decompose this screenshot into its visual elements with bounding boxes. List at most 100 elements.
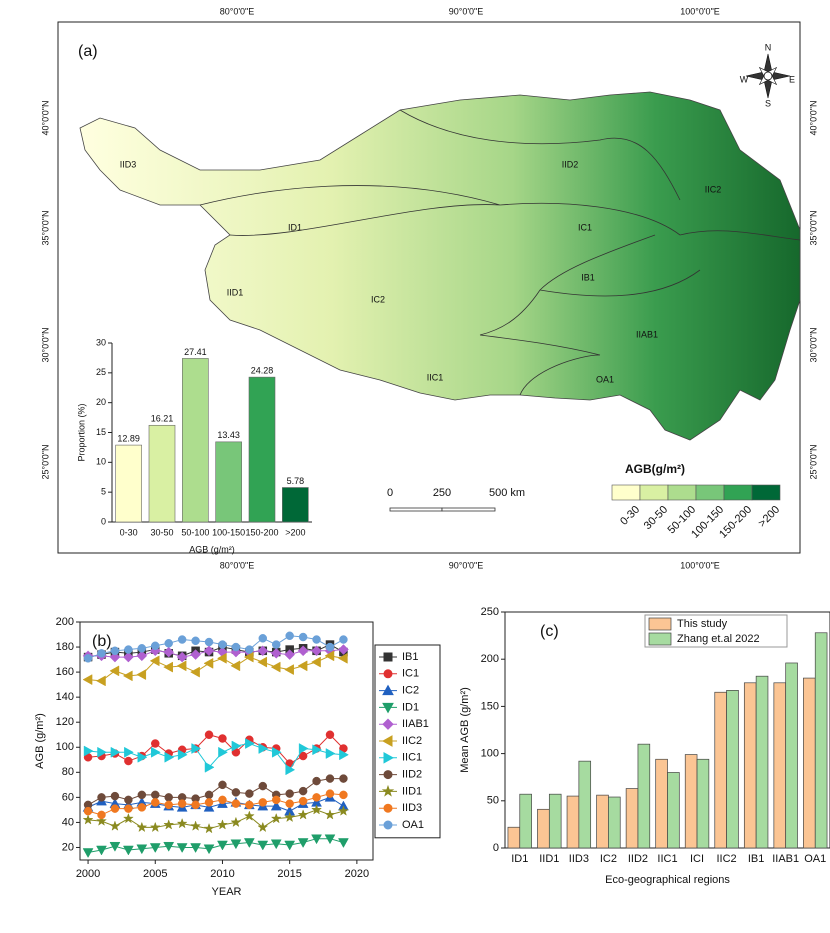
marker: [285, 789, 294, 798]
marker: [151, 790, 160, 800]
marker: [284, 840, 296, 851]
marker: [82, 674, 93, 686]
marker: [177, 749, 188, 761]
marker: [218, 640, 227, 649]
bar: [115, 444, 142, 523]
x-tick-label: 30-50: [150, 527, 173, 537]
marker: [298, 632, 308, 642]
bar: [625, 788, 639, 849]
marker: [245, 645, 254, 654]
x-tick-label: >200: [285, 527, 305, 537]
marker: [271, 640, 281, 649]
marker: [382, 684, 394, 696]
marker: [163, 661, 173, 673]
marker: [218, 746, 228, 758]
marker: [258, 781, 268, 791]
marker: [124, 746, 134, 758]
marker: [271, 795, 281, 805]
bar: [578, 760, 592, 849]
marker: [151, 739, 160, 748]
marker: [123, 651, 134, 663]
marker: [257, 656, 268, 668]
legend-label: ID1: [402, 701, 419, 713]
value-label: 5.78: [287, 476, 305, 486]
region-label: IID1: [227, 287, 244, 297]
lon-label: 80°0'0"E: [220, 560, 255, 570]
marker: [312, 635, 321, 644]
x-tick-label: 2005: [143, 868, 167, 880]
scale-label: 0: [387, 487, 393, 499]
y-tick-label: 25: [96, 367, 106, 377]
bar: [248, 376, 276, 523]
marker: [110, 804, 120, 813]
marker: [176, 817, 188, 829]
x-axis-label: YEAR: [212, 886, 242, 898]
legend-swatch: [695, 484, 725, 501]
marker: [164, 800, 173, 810]
x-tick-label: IC2: [600, 853, 617, 865]
marker: [245, 800, 254, 810]
marker: [382, 718, 394, 730]
marker: [285, 799, 294, 808]
marker: [164, 793, 173, 802]
marker: [97, 810, 106, 820]
marker: [297, 645, 309, 657]
marker: [110, 646, 120, 656]
marker: [137, 751, 148, 763]
compass-letter: E: [789, 74, 795, 84]
marker: [325, 789, 335, 798]
value-label: 12.89: [117, 433, 140, 443]
value-label: 24.28: [251, 366, 274, 376]
marker: [149, 821, 161, 833]
marker: [245, 789, 254, 798]
region-label: OA1: [596, 374, 614, 384]
legend-swatch: [723, 484, 753, 501]
y-tick-label: 150: [481, 700, 499, 712]
marker: [149, 655, 160, 667]
marker: [339, 774, 348, 783]
legend-swatch: [751, 484, 781, 501]
x-tick-label: OA1: [804, 853, 826, 865]
marker: [230, 839, 242, 850]
marker: [177, 799, 187, 808]
marker: [285, 764, 296, 776]
bar: [519, 793, 532, 849]
x-tick-label: 100-150: [212, 527, 245, 537]
y-tick-label: 10: [96, 457, 106, 467]
legend-label: IC2: [402, 685, 419, 697]
y-tick-label: 60: [62, 791, 74, 803]
x-tick-label: 2010: [210, 868, 234, 880]
bar: [755, 675, 769, 849]
marker: [297, 838, 309, 848]
legend-swatch: [667, 484, 697, 501]
panel-label: (a): [78, 43, 98, 60]
compass-letter: S: [765, 98, 771, 108]
marker: [149, 843, 161, 853]
marker: [230, 660, 241, 672]
marker: [270, 647, 282, 659]
marker: [83, 745, 94, 757]
marker: [270, 800, 282, 811]
marker: [383, 803, 393, 813]
y-tick-label: 5: [101, 487, 106, 497]
marker: [190, 666, 200, 678]
lat-label: 30°0'0"N: [40, 327, 50, 362]
panel-label: (c): [540, 623, 559, 640]
marker: [339, 635, 348, 644]
marker: [257, 821, 269, 833]
bar: [182, 358, 209, 523]
marker: [284, 649, 296, 660]
y-tick-label: 200: [56, 616, 74, 628]
marker: [270, 839, 282, 850]
marker: [124, 795, 133, 805]
x-tick-label: ICI: [690, 853, 704, 865]
marker: [257, 645, 269, 657]
marker: [83, 654, 93, 663]
y-tick-label: 0: [101, 516, 106, 526]
marker: [191, 743, 202, 754]
x-tick-label: 0-30: [120, 527, 138, 537]
marker: [203, 844, 215, 855]
marker: [151, 641, 160, 651]
marker: [324, 809, 336, 820]
